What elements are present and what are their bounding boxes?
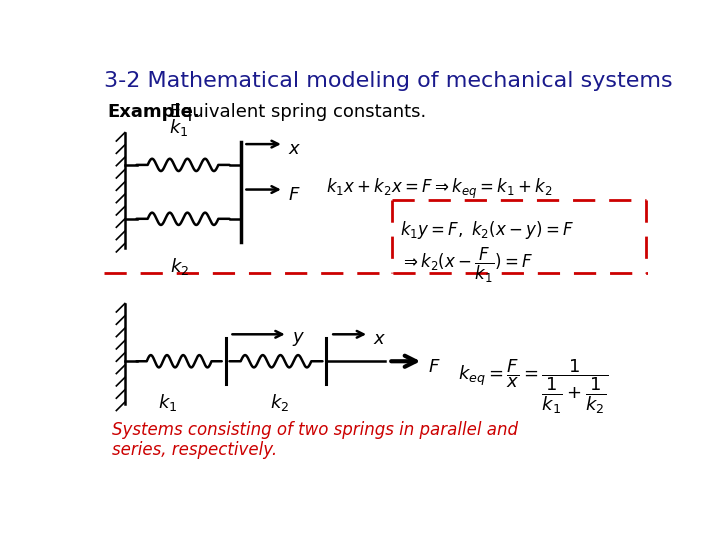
Text: $x$: $x$ <box>373 330 386 348</box>
Text: $y$: $y$ <box>292 330 305 348</box>
Text: $k_1$: $k_1$ <box>169 117 189 138</box>
Text: Equivalent spring constants.: Equivalent spring constants. <box>163 103 426 122</box>
Text: $k_1 x + k_2 x = F \Rightarrow k_{eq} = k_1 + k_2$: $k_1 x + k_2 x = F \Rightarrow k_{eq} = … <box>326 177 553 201</box>
Text: $k_1$: $k_1$ <box>158 392 177 413</box>
Text: $k_2$: $k_2$ <box>270 392 289 413</box>
Text: $k_1 y = F,\ k_2 (x - y) = F$: $k_1 y = F,\ k_2 (x - y) = F$ <box>400 219 574 241</box>
Text: $x$: $x$ <box>287 140 301 158</box>
Text: 3-2 Mathematical modeling of mechanical systems: 3-2 Mathematical modeling of mechanical … <box>104 71 672 91</box>
Text: $k_{eq} = \dfrac{F}{x} = \dfrac{1}{\dfrac{1}{k_1} + \dfrac{1}{k_2}}$: $k_{eq} = \dfrac{F}{x} = \dfrac{1}{\dfra… <box>458 357 608 416</box>
Text: Systems consisting of two springs in parallel and
series, respectively.: Systems consisting of two springs in par… <box>112 421 518 460</box>
Text: $k_2$: $k_2$ <box>169 256 189 277</box>
Text: $\Rightarrow k_2 (x - \dfrac{F}{k_1}) = F$: $\Rightarrow k_2 (x - \dfrac{F}{k_1}) = … <box>400 246 533 285</box>
Text: $F$: $F$ <box>428 358 441 376</box>
Text: Example.: Example. <box>107 103 200 122</box>
Text: $F$: $F$ <box>287 186 300 204</box>
